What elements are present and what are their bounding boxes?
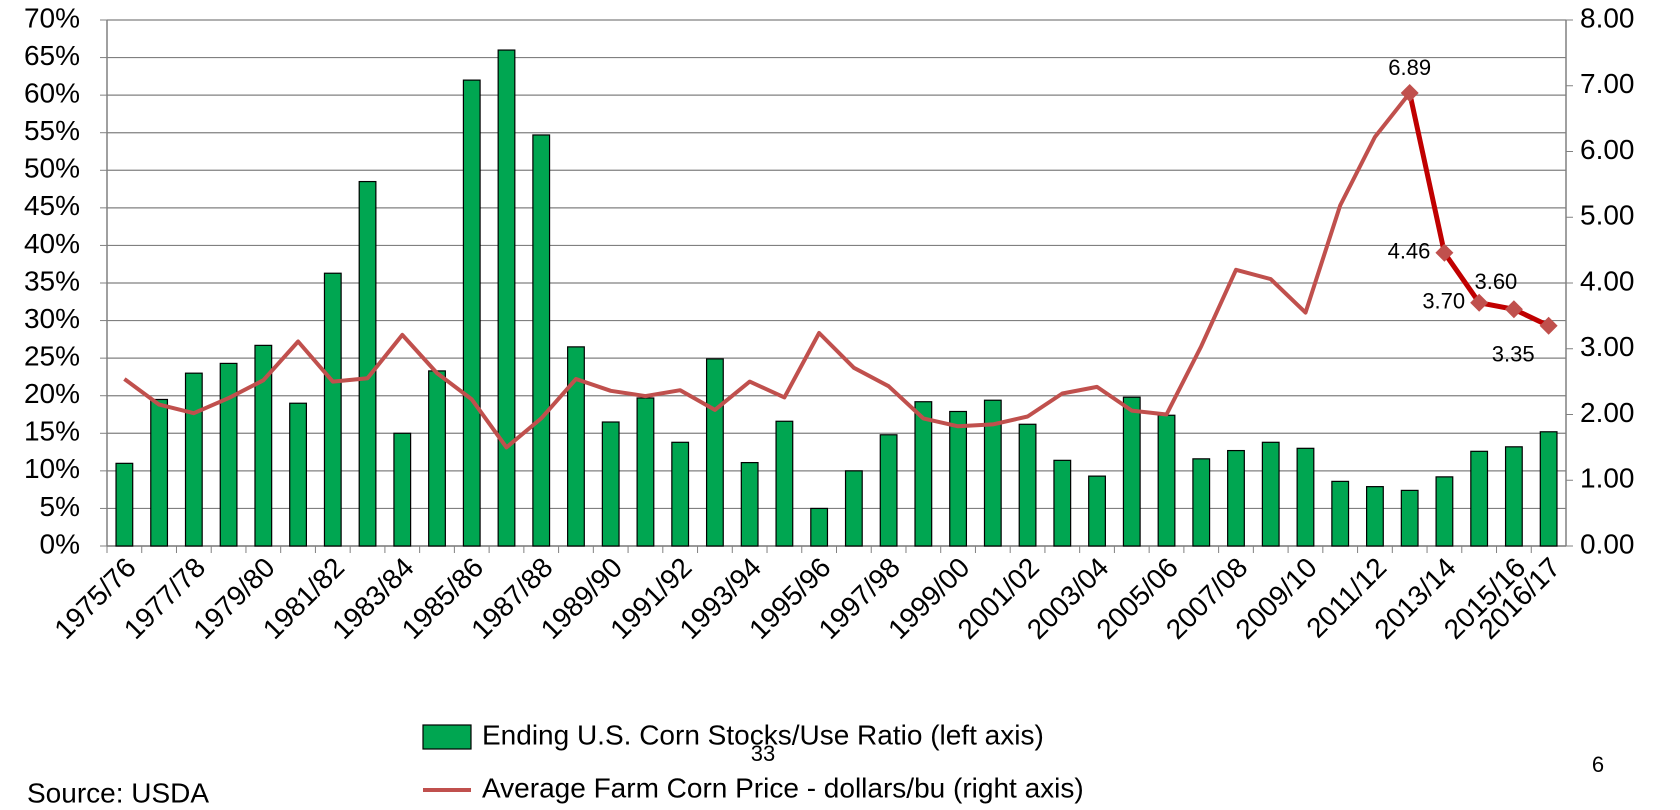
bar — [115, 462, 134, 547]
bar — [1504, 446, 1523, 547]
bar — [1053, 459, 1072, 547]
bar — [1366, 486, 1384, 547]
price-marker — [1504, 300, 1523, 319]
data-label: 4.46 — [1388, 239, 1431, 264]
y2-tick-label: 2.00 — [1580, 397, 1635, 428]
bar — [1088, 475, 1106, 547]
bar — [983, 399, 1002, 547]
bar — [1122, 396, 1141, 547]
y-tick-label: 30% — [24, 303, 80, 334]
y-tick-label: 45% — [24, 190, 80, 221]
bar — [1261, 441, 1280, 547]
y2-tick-label: 5.00 — [1580, 200, 1635, 231]
bar — [1470, 450, 1489, 547]
bar — [705, 358, 724, 547]
bar — [1157, 414, 1176, 547]
bar — [462, 79, 481, 547]
page-label: 33 — [751, 741, 775, 766]
y-tick-label: 35% — [24, 265, 80, 296]
bar — [844, 470, 863, 547]
y-tick-label: 60% — [24, 78, 80, 109]
legend-label: Ending U.S. Corn Stocks/Use Ratio (left … — [482, 719, 1044, 750]
bar — [775, 420, 794, 547]
bar — [740, 461, 759, 547]
bar — [393, 432, 412, 547]
y2-tick-label: 7.00 — [1580, 68, 1635, 99]
bar — [254, 344, 273, 547]
y-tick-label: 0% — [40, 528, 80, 559]
y-tick-label: 20% — [24, 378, 80, 409]
y2-tick-label: 1.00 — [1580, 463, 1635, 494]
price-marker — [1470, 293, 1489, 312]
y2-tick-label: 0.00 — [1580, 528, 1635, 559]
y-tick-label: 10% — [24, 453, 80, 484]
y-tick-label: 5% — [40, 491, 80, 522]
bar — [358, 180, 377, 547]
y-tick-label: 25% — [24, 341, 80, 372]
legend-swatch — [422, 724, 472, 750]
bar — [1400, 489, 1419, 547]
bar — [949, 410, 968, 547]
data-label: 6.89 — [1388, 55, 1431, 80]
y-tick-label: 50% — [24, 153, 80, 184]
price-marker — [1539, 316, 1558, 335]
bar — [914, 401, 933, 547]
data-label: 3.35 — [1492, 342, 1535, 367]
bar — [810, 507, 829, 547]
bar — [636, 397, 655, 547]
y2-tick-label: 3.00 — [1580, 331, 1635, 362]
price-marker — [1435, 243, 1454, 262]
y-tick-label: 40% — [24, 228, 80, 259]
legend-label: Average Farm Corn Price - dollars/bu (ri… — [482, 772, 1084, 803]
bar — [497, 49, 516, 547]
y2-tick-label: 6.00 — [1580, 134, 1635, 165]
bar — [1296, 447, 1315, 547]
bar — [1018, 423, 1037, 547]
price-line — [123, 91, 1550, 450]
price-marker — [1400, 83, 1419, 102]
y2-tick-label: 4.00 — [1580, 265, 1635, 296]
y-tick-label: 70% — [24, 2, 80, 33]
data-label: 3.70 — [1422, 289, 1465, 314]
bar — [219, 362, 238, 547]
y2-tick-label: 8.00 — [1580, 2, 1635, 33]
bar — [532, 134, 551, 547]
y-tick-label: 15% — [24, 416, 80, 447]
bar — [601, 421, 620, 547]
bar — [1227, 449, 1245, 547]
y-tick-label: 65% — [24, 40, 80, 71]
bar — [1539, 431, 1558, 547]
page-label: 6 — [1592, 752, 1604, 777]
bar — [567, 346, 585, 547]
data-label: 3.60 — [1474, 269, 1517, 294]
bar — [428, 370, 446, 547]
bar — [323, 272, 342, 547]
bar — [1435, 476, 1454, 547]
bar — [289, 402, 307, 547]
y-tick-label: 55% — [24, 115, 80, 146]
bar — [1331, 480, 1350, 547]
bar — [150, 398, 169, 547]
bar — [1192, 458, 1211, 547]
bar — [671, 441, 690, 547]
footnote: Source: USDA — [27, 777, 209, 808]
bar — [879, 434, 898, 547]
bar — [184, 372, 203, 547]
